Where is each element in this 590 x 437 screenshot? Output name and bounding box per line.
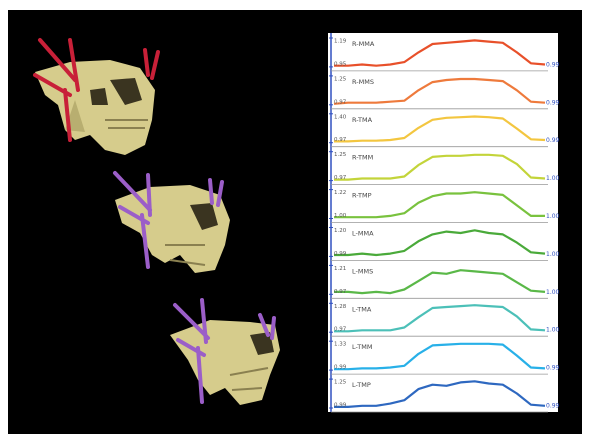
figure: R-MMA 0.95 1.19 0.99 R-MMS 0.97 1.25 0.99 R-TMA 0… (0, 0, 590, 437)
end-value-label: 0.99 (546, 137, 560, 144)
y-tick-label: 1.00 (334, 213, 347, 219)
y-tick-label: 1.25 (334, 76, 347, 82)
y-tick-label: 1.22 (334, 190, 346, 196)
y-tick-label: 1.28 (334, 304, 347, 310)
panel-title: L-TMM (352, 343, 372, 351)
y-tick-label: 1.33 (334, 342, 347, 348)
y-tick-label: 1.25 (334, 152, 347, 158)
end-value-label: 0.99 (546, 99, 560, 106)
y-tick-label: 1.19 (334, 39, 347, 45)
y-tick-label: 0.97 (334, 137, 347, 143)
y-tick-label: 0.95 (334, 61, 347, 67)
end-value-label: 0.99 (546, 365, 560, 372)
panel-title: R-TMA (352, 116, 373, 124)
end-value-label: 1.00 (546, 251, 560, 258)
y-tick-label: 1.40 (334, 114, 347, 120)
y-tick-label: 0.97 (334, 327, 347, 333)
y-tick-label: 0.99 (334, 251, 347, 257)
y-tick-label: 1.25 (334, 380, 347, 386)
end-value-label: 0.99 (546, 61, 560, 68)
panel-title: R-TMM (352, 154, 373, 162)
panel-title: L-MMA (352, 230, 374, 238)
y-tick-label: 1.20 (334, 228, 347, 234)
panel-title: R-TMP (352, 192, 372, 200)
panel-title: L-TMP (352, 381, 371, 389)
y-tick-label: 0.99 (334, 365, 347, 371)
panel-title: L-MMS (352, 267, 373, 275)
page: R-MMA 0.95 1.19 0.99 R-MMS 0.97 1.25 0.99 R-TMA 0… (0, 0, 590, 437)
end-value-label: 1.00 (546, 175, 560, 182)
panel-title: R-MMA (352, 40, 375, 48)
panel-title: L-TMA (352, 305, 372, 313)
y-tick-label: 0.97 (334, 289, 347, 295)
end-value-label: 1.00 (546, 289, 560, 296)
end-value-label: 1.00 (546, 213, 560, 220)
end-value-label: 1.00 (546, 327, 560, 334)
y-tick-label: 0.99 (334, 403, 347, 409)
panel-title: R-MMS (352, 78, 374, 86)
end-value-label: 0.99 (546, 403, 560, 410)
y-tick-label: 0.97 (334, 99, 347, 105)
y-tick-label: 0.97 (334, 175, 347, 181)
y-tick-label: 1.21 (334, 266, 346, 272)
